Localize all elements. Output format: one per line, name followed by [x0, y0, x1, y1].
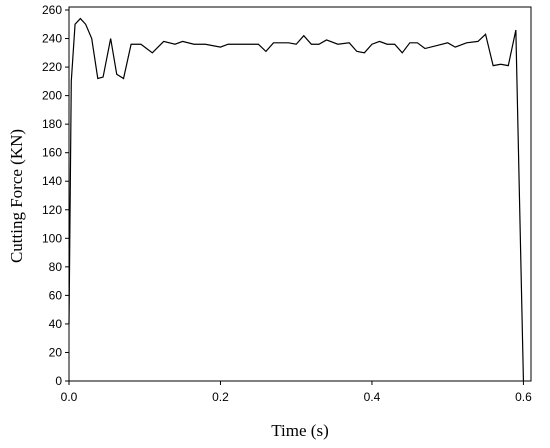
- y-tick-label: 200: [42, 89, 62, 103]
- x-tick-label: 0.2: [212, 390, 229, 404]
- x-tick-label: 0.4: [364, 390, 381, 404]
- y-tick-label: 120: [42, 203, 62, 217]
- x-tick-label: 0.6: [515, 390, 532, 404]
- x-tick-label: 0.0: [61, 390, 78, 404]
- data-line: [68, 17, 525, 382]
- y-tick-label: 80: [49, 260, 63, 274]
- y-tick-label: 260: [42, 3, 62, 17]
- y-tick-label: 140: [42, 174, 62, 188]
- y-tick-label: 0: [55, 374, 62, 388]
- y-tick-label: 60: [49, 288, 63, 302]
- y-axis-label: Cutting Force (KN): [7, 129, 26, 263]
- y-tick-label: 180: [42, 117, 62, 131]
- y-tick-label: 220: [42, 60, 62, 74]
- y-tick-label: 20: [49, 345, 63, 359]
- y-tick-label: 100: [42, 231, 62, 245]
- y-tick-label: 160: [42, 146, 62, 160]
- y-tick-label: 240: [42, 32, 62, 46]
- plot-frame: [68, 6, 532, 382]
- x-axis-label: Time (s): [271, 421, 328, 440]
- y-tick-label: 40: [49, 317, 63, 331]
